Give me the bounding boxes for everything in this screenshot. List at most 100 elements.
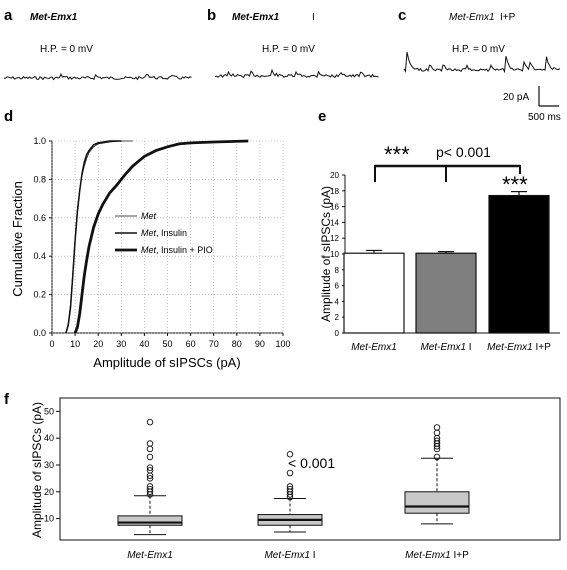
x-tick-label: 90 [255, 339, 265, 349]
y-tick-label: 6 [335, 282, 340, 291]
outlier-point [146, 464, 154, 471]
outlier-point [146, 475, 154, 482]
outlier-point [286, 469, 294, 477]
panel-label-a: a [4, 7, 13, 24]
legend-entry-met-insulin: Met, Insulin [141, 228, 187, 238]
x-tick-label: 60 [186, 339, 196, 349]
y-tick-label: 20 [330, 171, 339, 180]
iqr-box [117, 515, 183, 526]
panel-label-f: f [4, 391, 10, 408]
panel-label-c: c [398, 7, 406, 24]
y-tick-label: 0.2 [33, 290, 46, 300]
y-tick-label: 10 [44, 514, 54, 524]
legend-entry-met: Met [141, 211, 157, 221]
category-label: Met-Emx1 I+P [405, 550, 469, 561]
significance-bracket: *** p< 0.001 *** [374, 142, 528, 197]
trace-treatment-c: I+P [500, 12, 516, 23]
x-tick-label: 50 [162, 339, 172, 349]
y-tick-labels: 10 20 30 40 50 [44, 406, 60, 524]
bar-1 [343, 252, 405, 334]
y-tick-label: 14 [330, 218, 339, 227]
p-value-annotation: < 0.001 [288, 455, 335, 471]
p-value-label: p< 0.001 [436, 144, 491, 160]
outlier-point [146, 467, 154, 474]
x-tick-label: 10 [70, 339, 80, 349]
y-tick-label: 40 [44, 433, 54, 443]
y-tick-label: 0.6 [33, 213, 46, 223]
box-3 [404, 424, 470, 525]
series-line-2 [65, 140, 122, 334]
trace-title-b: Met-Emx1 [232, 12, 280, 23]
x-tick-label: 0 [49, 339, 54, 349]
bar-3 [488, 194, 550, 334]
x-tick-label: 20 [93, 339, 103, 349]
category-label: Met-Emx1 [127, 550, 173, 561]
box-2 [257, 451, 323, 533]
legend: Met Met, Insulin Met, Insulin + PIO [115, 211, 213, 255]
outlier-point [286, 485, 294, 493]
y-tick-label: 4 [335, 297, 340, 306]
legend-entry-met-insulin-pio: Met, Insulin + PIO [141, 245, 213, 255]
panel-label-b: b [207, 7, 216, 24]
holding-potential-c: H.P. = 0 mV [452, 44, 505, 55]
outlier-point [146, 483, 154, 490]
y-tick-label: 0 [335, 329, 340, 338]
current-trace-a [3, 72, 192, 81]
y-tick-label: 12 [330, 234, 339, 243]
x-tick-labels: 0 10 20 30 40 50 60 70 80 90 100 [49, 333, 291, 349]
y-tick-label: 30 [44, 460, 54, 470]
outlier-point [286, 483, 294, 490]
outlier-point [146, 485, 154, 493]
y-axis-label: Amplitude of sIPSCs (pA) [319, 186, 333, 322]
cumulative-curves [65, 139, 249, 334]
category-label: Met-Emx1 [351, 342, 397, 353]
y-tick-label: 0.0 [33, 328, 46, 338]
trace-title-c: Met-Emx1 [449, 12, 495, 23]
x-tick-label: 70 [209, 339, 219, 349]
category-label: Met-Emx1 I [264, 550, 315, 561]
y-tick-label: 50 [44, 406, 54, 416]
y-axis-label: Amplitude of sIPSCs (pA) [30, 402, 44, 538]
boxes [117, 418, 470, 536]
category-label: Met-Emx1 I+P [487, 342, 551, 353]
iqr-box [404, 491, 470, 514]
y-tick-label: 0.8 [33, 174, 46, 184]
outlier-point [433, 424, 441, 431]
outlier-point [146, 453, 154, 461]
panel-label-e: e [318, 108, 326, 125]
outlier-point [286, 451, 294, 458]
box-category-labels: Met-Emx1 Met-Emx1 I Met-Emx1 I+P [127, 550, 469, 561]
bar-2 [415, 252, 477, 334]
y-tick-label: 10 [330, 250, 339, 259]
panel-label-d: d [4, 108, 13, 125]
outlier-point [146, 440, 154, 447]
y-tick-label: 18 [330, 187, 339, 196]
category-label: Met-Emx1 I [420, 342, 471, 353]
x-tick-label: 100 [275, 339, 290, 349]
current-trace-c [403, 51, 561, 74]
box-plot: f 10 20 30 40 50 Met-Emx1 Met-Emx1 I Met-Emx1 … [4, 391, 561, 561]
outlier-point [146, 418, 154, 426]
scale-bar: 20 pA 500 ms [503, 86, 561, 123]
y-tick-label: 1.0 [33, 136, 46, 146]
trace-panel-a: a Met-Emx1 H.P. = 0 mV [3, 7, 192, 81]
current-trace-b [214, 68, 379, 79]
scale-bar-time: 500 ms [528, 112, 561, 123]
x-tick-label: 40 [139, 339, 149, 349]
y-tick-label: 2 [335, 313, 340, 322]
bars [343, 190, 550, 334]
y-tick-labels: 0.0 0.2 0.4 0.6 0.8 1.0 [33, 136, 52, 338]
series-line-3 [73, 139, 249, 334]
trace-title-a: Met-Emx1 [30, 12, 78, 23]
holding-potential-a: H.P. = 0 mV [40, 44, 93, 55]
holding-potential-b: H.P. = 0 mV [262, 44, 315, 55]
box-1 [117, 418, 183, 536]
trace-panel-b: b Met-Emx1 I H.P. = 0 mV [207, 7, 379, 79]
x-axis-label: Amplitude of sIPSCs (pA) [93, 355, 240, 370]
outlier-point [433, 453, 441, 461]
bar-category-labels: Met-Emx1 Met-Emx1 I Met-Emx1 I+P [351, 342, 551, 353]
outlier-point [433, 429, 441, 437]
x-tick-label: 80 [232, 339, 242, 349]
